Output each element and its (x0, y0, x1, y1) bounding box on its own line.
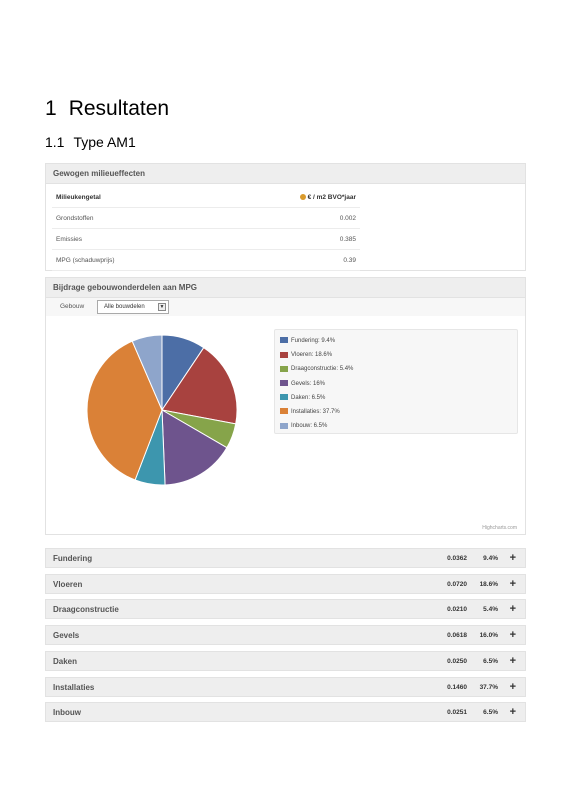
legend-item[interactable]: Gevels: 16% (280, 378, 325, 390)
component-name: Draagconstructie (53, 605, 119, 615)
component-percent: 6.5% (483, 709, 498, 717)
component-name: Fundering (53, 554, 93, 563)
row-label: Grondstoffen (52, 207, 209, 229)
legend-label: Gevels: 16% (291, 380, 326, 387)
component-value: 0.0362 (447, 555, 467, 562)
legend-swatch (280, 380, 288, 387)
expand-icon[interactable]: + (509, 654, 516, 667)
pie-chart (86, 334, 238, 486)
expand-icon[interactable]: + (509, 552, 516, 564)
filter-bar: Gebouw Alle bouwdelen ▼ (46, 298, 525, 316)
component-percent: 5.4% (483, 606, 498, 614)
row-value: 0.385 (208, 228, 360, 250)
expand-icon[interactable]: + (509, 706, 516, 719)
contribution-panel: Bijdrage gebouwonderdelen aan MPG Gebouw… (45, 277, 526, 535)
row-value: 0.39 (208, 249, 360, 271)
table-row: Grondstoffen 0.002 (52, 207, 360, 229)
component-name: Gevels (53, 631, 80, 641)
building-select-value: Alle bouwdelen (104, 304, 145, 310)
col-unit-text: € / m2 BVO*jaar (307, 193, 356, 201)
subheading-number: 1.1 (45, 134, 65, 150)
legend-item[interactable]: Fundering: 9.4% (280, 335, 335, 347)
legend-label: Vloeren: 18.6% (291, 352, 333, 359)
legend-item[interactable]: Installaties: 37.7% (280, 406, 340, 418)
legend-item[interactable]: Inbouw: 6.5% (280, 420, 327, 432)
legend-swatch (280, 351, 288, 358)
component-row[interactable]: Draagconstructie 0.0210 5.4% + (45, 599, 526, 620)
component-percent: 6.5% (483, 657, 498, 665)
legend-swatch (280, 422, 288, 429)
component-name: Installaties (53, 682, 95, 692)
legend-label: Draagconstructie: 5.4% (291, 366, 354, 373)
col-header-unit: € / m2 BVO*jaar (208, 187, 360, 208)
legend-swatch (280, 408, 288, 415)
row-label: Emissies (52, 228, 209, 250)
pie-slice-installaties[interactable] (86, 340, 163, 481)
component-percent: 37.7% (479, 683, 498, 691)
component-value: 0.1460 (447, 683, 467, 691)
legend-item[interactable]: Daken: 6.5% (280, 392, 325, 404)
component-percent: 16.0% (479, 632, 498, 640)
chart-credit: Highcharts.com (482, 525, 517, 531)
subheading-title: Type AM1 (73, 134, 136, 150)
component-value: 0.0251 (447, 709, 467, 717)
legend-item[interactable]: Vloeren: 18.6% (280, 349, 332, 361)
component-value: 0.0210 (447, 606, 467, 614)
row-value: 0.002 (208, 207, 360, 229)
component-name: Vloeren (53, 579, 83, 589)
legend-label: Fundering: 9.4% (291, 338, 336, 344)
info-icon[interactable] (299, 193, 306, 200)
effects-panel-title: Gewogen milieueffecten (46, 164, 525, 184)
expand-icon[interactable]: + (509, 629, 516, 642)
expand-icon[interactable]: + (509, 680, 516, 693)
heading-number: 1 (45, 97, 57, 120)
legend-label: Installaties: 37.7% (291, 409, 340, 415)
legend-swatch (280, 394, 288, 401)
component-name: Daken (53, 656, 78, 666)
component-percent: 9.4% (483, 555, 498, 562)
component-row[interactable]: Fundering 0.0362 9.4% + (45, 548, 526, 568)
pie-slice-inbouw[interactable] (131, 334, 163, 411)
chevron-down-icon: ▼ (158, 303, 166, 311)
component-row[interactable]: Vloeren 0.0720 18.6% + (45, 573, 526, 594)
effects-table: Milieukengetal € / m2 BVO*jaar Grondstof… (52, 187, 360, 271)
component-row[interactable]: Daken 0.0250 6.5% + (45, 650, 526, 671)
table-row: Emissies 0.385 (52, 228, 360, 250)
component-row[interactable]: Installaties 0.1460 37.7% + (45, 676, 526, 697)
legend-swatch (280, 365, 288, 372)
component-row[interactable]: Gevels 0.0618 16.0% + (45, 625, 526, 646)
effects-header-row: Milieukengetal € / m2 BVO*jaar (52, 187, 360, 208)
heading-results: 1 Resultaten (45, 97, 169, 121)
col-header-label: Milieukengetal (52, 187, 209, 208)
pie-slice-vloeren[interactable] (161, 346, 238, 425)
component-name: Inbouw (53, 708, 81, 718)
component-value: 0.0250 (447, 657, 467, 665)
chart-legend: Fundering: 9.4% Vloeren: 18.6% Draagconstr… (274, 329, 518, 434)
table-row: MPG (schaduwprijs) 0.39 (52, 249, 360, 271)
contribution-panel-title: Bijdrage gebouwonderdelen aan MPG (46, 278, 525, 298)
pie-slice-gevels[interactable] (161, 409, 228, 486)
legend-label: Inbouw: 6.5% (291, 423, 328, 430)
legend-item[interactable]: Draagconstructie: 5.4% (280, 363, 353, 375)
row-label: MPG (schaduwprijs) (52, 249, 209, 271)
expand-icon[interactable]: + (509, 577, 516, 590)
heading-title: Resultaten (68, 97, 170, 120)
building-select[interactable]: Alle bouwdelen ▼ (97, 300, 169, 314)
legend-swatch (280, 337, 288, 344)
building-filter-label: Gebouw (60, 303, 85, 310)
component-value: 0.0618 (447, 632, 467, 640)
legend-label: Daken: 6.5% (291, 394, 326, 401)
effects-panel: Gewogen milieueffecten Milieukengetal € … (45, 163, 526, 271)
subheading-type: 1.1 Type AM1 (45, 134, 136, 150)
expand-icon[interactable]: + (509, 603, 516, 616)
component-percent: 18.6% (479, 580, 498, 588)
component-value: 0.0720 (447, 580, 467, 588)
component-row[interactable]: Inbouw 0.0251 6.5% + (45, 702, 526, 723)
